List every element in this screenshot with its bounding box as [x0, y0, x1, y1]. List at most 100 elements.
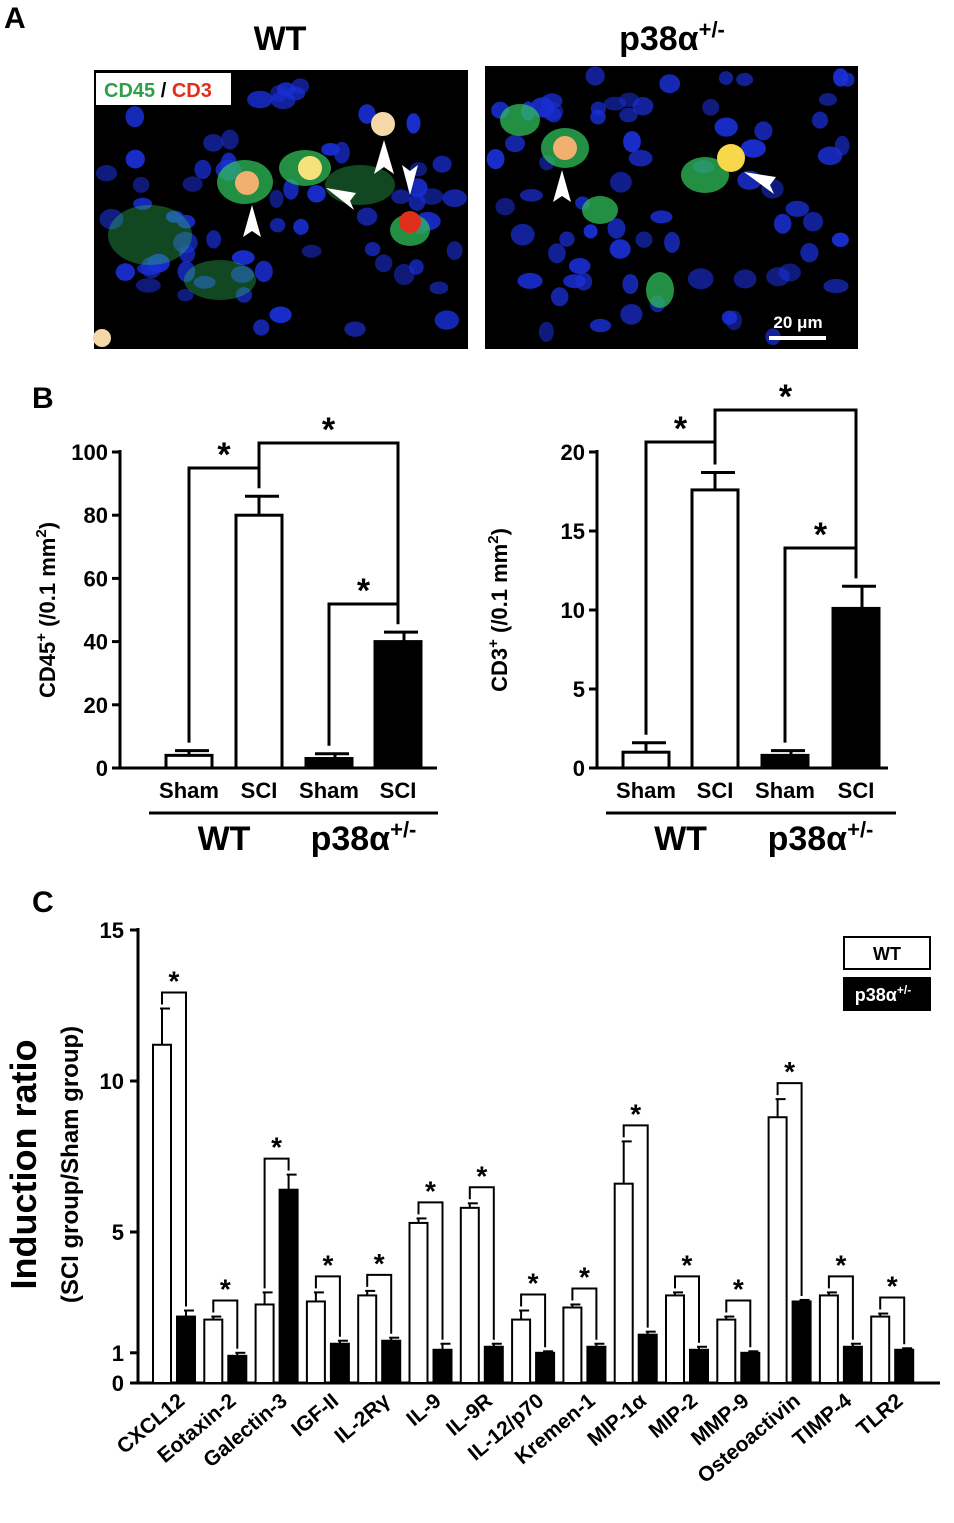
y-axis-label: CD45+ (/0.1 mm2)	[33, 522, 60, 698]
significance-bracket	[783, 546, 858, 743]
bar	[621, 750, 671, 770]
nucleus	[393, 263, 415, 286]
nucleus	[603, 96, 627, 111]
nucleus	[736, 72, 754, 87]
significance-bracket	[725, 1299, 752, 1348]
nucleus	[254, 260, 273, 283]
nucleus	[301, 244, 322, 258]
significance-star: *	[528, 1268, 539, 1299]
nucleus	[766, 267, 790, 287]
nucleus	[519, 189, 543, 202]
significance-star: *	[322, 1249, 333, 1280]
significance-star: *	[682, 1249, 693, 1280]
significance-star: *	[217, 436, 231, 474]
significance-star: *	[887, 1271, 898, 1302]
x-tick-label: MIP-1α	[583, 1389, 651, 1451]
x-tick-label: SCI	[380, 778, 417, 803]
nucleus	[99, 208, 124, 230]
nucleus	[293, 218, 309, 235]
bar-p38	[791, 1300, 812, 1384]
chart-cd3: 0 5 10 15 20 CD3+ (/0.1 mm2) Sham SCI Sham SCI WT p…	[485, 378, 896, 858]
nucleus	[177, 261, 196, 283]
cd3-cells-p38	[553, 136, 745, 172]
significance-bracket	[187, 466, 261, 743]
nucleus	[133, 197, 153, 210]
nucleus	[269, 218, 286, 233]
nucleus	[754, 121, 773, 141]
bar-p38	[689, 1348, 709, 1385]
bar-p38	[894, 1348, 915, 1385]
legend-swatch-p38	[843, 977, 931, 1011]
nucleus	[610, 171, 632, 193]
nucleus	[740, 139, 766, 158]
x-tick-label: SCI	[838, 778, 875, 803]
nucleus	[203, 134, 224, 152]
nucleus	[247, 90, 273, 109]
nucleus	[505, 134, 525, 153]
nucleus	[725, 310, 743, 331]
nucleus	[650, 210, 673, 224]
nucleus	[559, 231, 575, 247]
bar	[760, 753, 810, 770]
significance-bracket	[468, 1186, 495, 1340]
nucleus	[406, 113, 421, 134]
panel-a-label: A	[4, 2, 26, 35]
bar-wt	[305, 1300, 326, 1384]
panel-b-label: B	[32, 382, 54, 415]
bar-wt	[818, 1294, 839, 1385]
significance-star: *	[425, 1175, 436, 1206]
bar-p38	[176, 1315, 196, 1385]
nucleus	[132, 176, 150, 193]
nucleus	[221, 129, 239, 150]
significance-bracket	[257, 441, 400, 625]
y-axis-label-2: (SCI group/Sham group)	[57, 1026, 84, 1303]
legend-label-p38: p38α+/-	[855, 983, 911, 1005]
y-tick-label: 20	[561, 440, 585, 465]
nucleus	[589, 318, 612, 333]
arrowheads-wt	[243, 140, 418, 237]
bar-wt	[254, 1303, 275, 1384]
nucleus	[429, 281, 449, 295]
nucleus	[539, 101, 564, 121]
legend-swatch-wt	[843, 936, 931, 970]
nucleus	[620, 304, 643, 325]
nucleus	[538, 321, 554, 342]
group-label: WT	[654, 820, 707, 858]
significance-bracket	[212, 1299, 239, 1349]
nucleus	[235, 287, 253, 303]
significance-star: *	[169, 966, 180, 997]
bar	[690, 488, 740, 770]
nucleus	[391, 189, 411, 204]
nucleus	[434, 310, 459, 330]
nucleus	[135, 278, 161, 293]
nucleus	[811, 111, 829, 129]
bar-wt	[716, 1318, 737, 1384]
nucleus	[269, 189, 284, 208]
nucleus	[356, 207, 378, 226]
bar-wt	[562, 1306, 583, 1384]
y-tick-label: 15	[100, 918, 124, 943]
y-tick-label: 10	[100, 1069, 124, 1094]
nucleus	[590, 109, 606, 125]
nucleus	[140, 256, 162, 279]
nucleus	[702, 98, 720, 116]
bar-p38	[329, 1342, 350, 1384]
significance-star: *	[476, 1160, 487, 1191]
bar-p38	[381, 1339, 402, 1384]
y-axis-label: CD3+ (/0.1 mm2)	[485, 528, 512, 692]
bar-wt	[665, 1294, 685, 1385]
significance-bracket	[879, 1296, 906, 1345]
bar-p38	[586, 1345, 607, 1385]
x-tick-label: Sham	[159, 778, 219, 803]
nucleus	[550, 287, 569, 307]
arrowheads-p38	[553, 170, 776, 202]
y-tick-label: 20	[84, 693, 108, 718]
x-tick-label: IL-9	[402, 1389, 445, 1431]
nucleus	[635, 231, 653, 248]
nucleus	[206, 230, 222, 249]
nucleus	[253, 319, 270, 336]
nucleus	[773, 213, 792, 234]
significance-star: *	[784, 1056, 795, 1087]
significance-bracket	[713, 408, 858, 579]
bar-wt	[152, 1043, 172, 1384]
